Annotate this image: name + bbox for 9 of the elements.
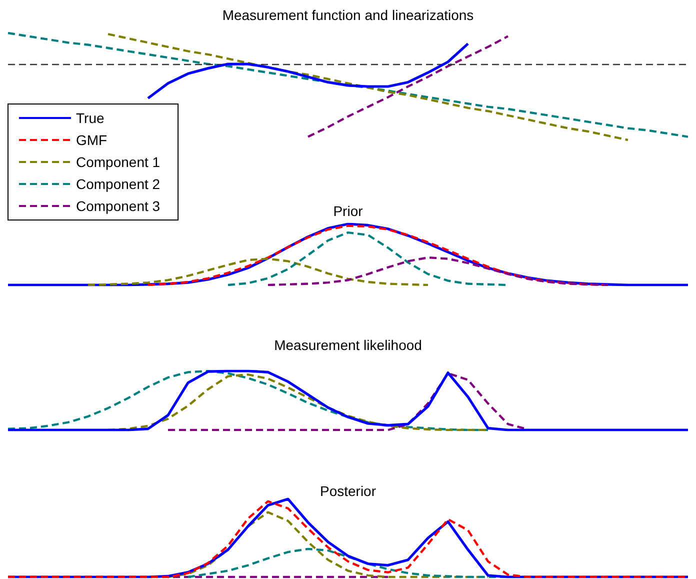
chart-title: Prior [333,203,364,219]
legend-label: True [76,110,104,126]
chart-title: Posterior [320,483,376,499]
legend-label: Component 1 [76,154,160,170]
chart-title: Measurement likelihood [274,337,422,353]
chart-title: Measurement function and linearizations [222,7,474,23]
legend-label: Component 3 [76,198,160,214]
legend-label: GMF [76,132,108,148]
legend-label: Component 2 [76,176,160,192]
